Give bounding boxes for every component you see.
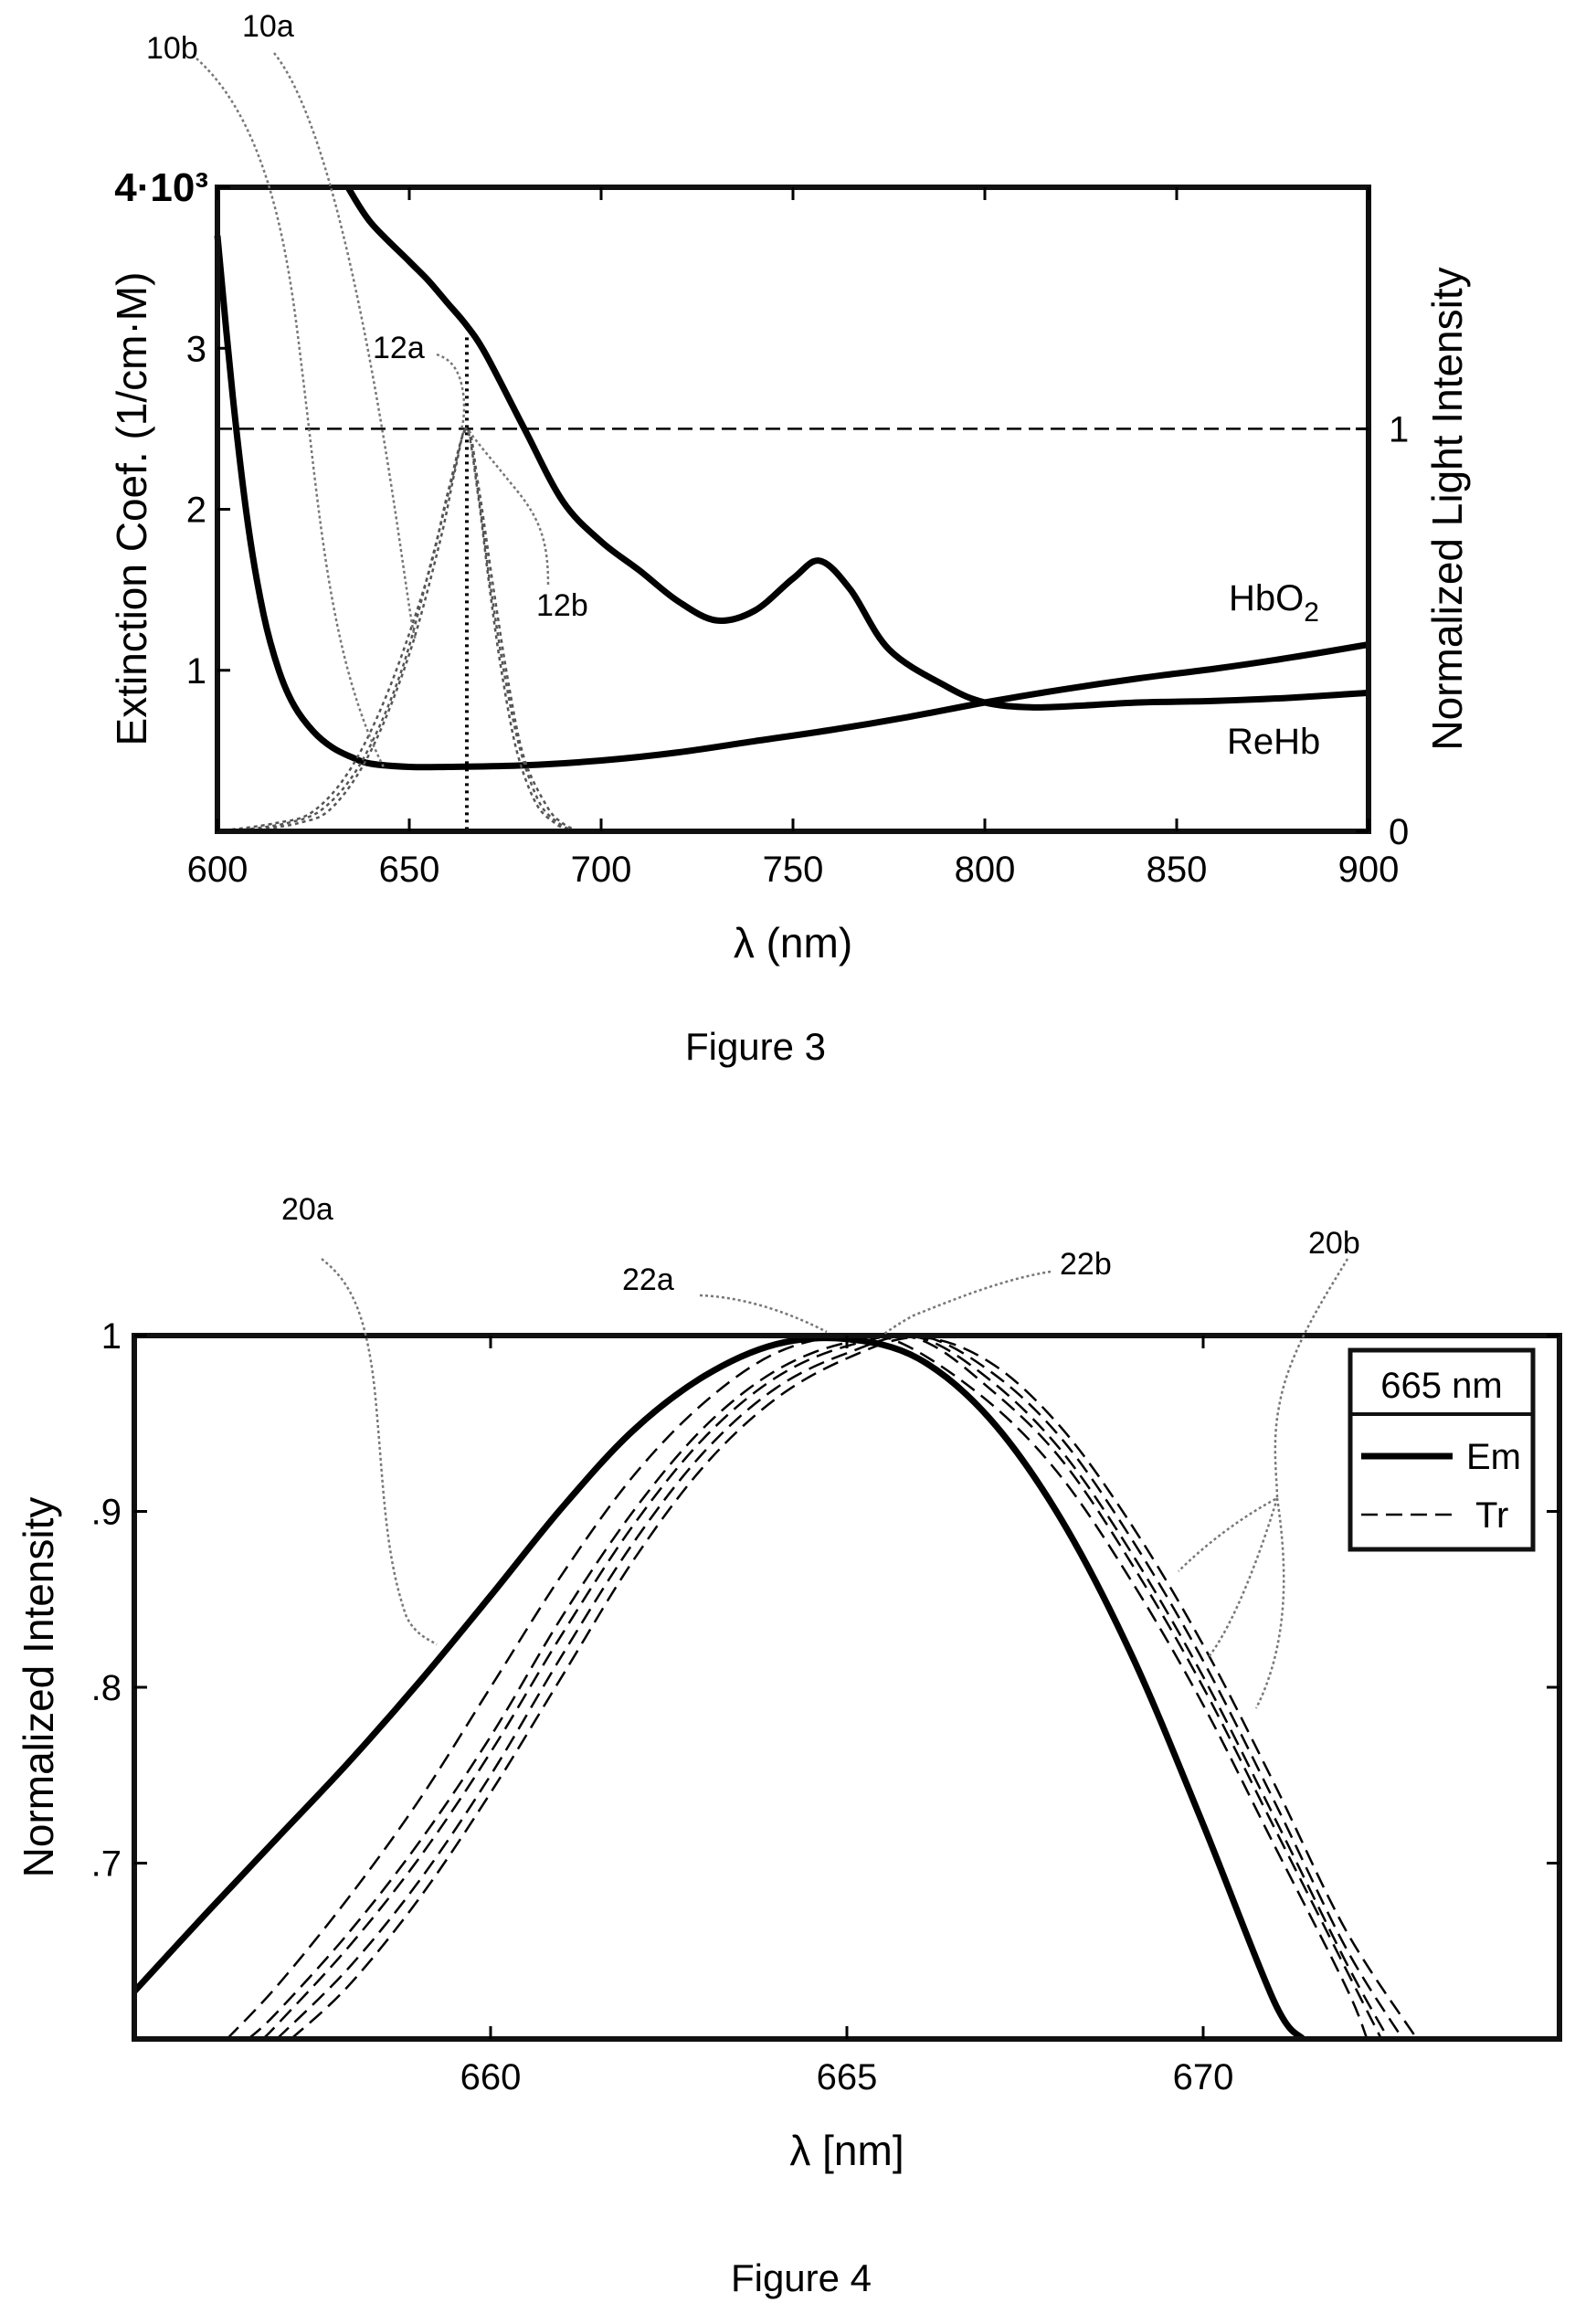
leader-22a <box>699 1294 828 1334</box>
ref-label-22b: 22b <box>1060 1247 1112 1282</box>
figure-4-caption: Figure 4 <box>731 2256 872 2299</box>
figure-4-y-axis-label: Normalized Intensity <box>15 1497 62 1878</box>
leader-12a <box>436 353 466 430</box>
figure-3-series-spectrum-4-line <box>244 427 571 833</box>
figure-3-x-tick-label: 650 <box>379 850 440 890</box>
leader-12b <box>466 428 550 586</box>
figure-3-y-tick-label-right: 0 <box>1389 812 1409 852</box>
ref-label-20b: 20b <box>1308 1226 1360 1261</box>
ref-label-10b: 10b <box>146 31 198 66</box>
figure-4-series-tr-5-line <box>290 1336 1419 2039</box>
figure-3-series-rehb-line <box>214 235 1369 771</box>
figure-3-x-tick-label: 600 <box>187 850 248 890</box>
figure-3-series-hbo2-line <box>344 185 1369 711</box>
leader-20a <box>321 1258 438 1646</box>
figure-4-curves <box>134 1336 1419 2039</box>
figure-4-x-tick-label: 660 <box>460 2057 522 2097</box>
legend-label-em: Em <box>1466 1437 1521 1477</box>
leader-10b <box>196 58 386 768</box>
ref-label-10a: 10a <box>242 9 294 44</box>
figure-4-legend: 665 nm Em Tr <box>1348 1347 1536 1552</box>
figure-4-series-tr-2-line <box>247 1336 1383 2039</box>
figure-3-x-tick-label: 750 <box>763 850 824 890</box>
figure-4-y-tick-label: .7 <box>91 1844 122 1885</box>
leader-20b <box>1178 1258 1349 1709</box>
figure-3-y-axis-label-left: Extinction Coef. (1/cm·M) <box>108 272 155 746</box>
figure-3-y-tick-label-left: 3 <box>186 329 206 369</box>
rehb-curve-label: ReHb <box>1227 722 1320 762</box>
leader-10a <box>273 52 418 640</box>
figure-4-series-em-0-line <box>134 1336 1305 2039</box>
figure-4-y-tick-label: 1 <box>101 1316 122 1357</box>
legend-label-tr: Tr <box>1475 1495 1508 1536</box>
figure-4-y-tick-label: .8 <box>91 1668 122 1708</box>
figure-3-x-tick-label: 700 <box>571 850 632 890</box>
figure-3-chart: 600 650 700 750 800 850 900 1 2 3 4·10³ 0 1 λ (nm) E… <box>108 9 1471 1068</box>
ref-label-20a: 20a <box>281 1192 333 1227</box>
figure-3-y-tick-label-left: 2 <box>186 491 206 531</box>
hbo2-curve-label: HbO2 <box>1229 578 1319 628</box>
leader-22b <box>883 1270 1052 1336</box>
figure-3-y-tick-label-left: 4·10³ <box>114 165 208 210</box>
figure-3-x-tick-label: 800 <box>955 850 1016 890</box>
figure-3-x-axis-label: λ (nm) <box>734 919 852 967</box>
figure-4-plot-frame <box>132 1333 1562 2042</box>
figure-3-series-spectrum-2-line <box>217 428 579 833</box>
ref-label-22a: 22a <box>622 1262 674 1297</box>
figure-3-series-spectrum-3-line <box>228 428 576 833</box>
figure-4-x-axis-label: λ [nm] <box>789 2127 904 2174</box>
figure-4-ticks: 660 665 670 .7 .8 .9 1 <box>91 1316 1559 2097</box>
ref-label-12b: 12b <box>536 588 588 623</box>
figure-3-caption: Figure 3 <box>685 1025 826 1068</box>
figure-3-ticks: 600 650 700 750 800 850 900 1 2 3 4·10³ 0 1 <box>114 165 1409 890</box>
figure-4-series-tr-3-line <box>261 1336 1390 2039</box>
figure-3-x-tick-label: 900 <box>1338 850 1400 890</box>
figure-4-x-tick-label: 670 <box>1173 2057 1234 2097</box>
figure-4-series-tr-1-line <box>226 1336 1369 2039</box>
figure-4-x-tick-label: 665 <box>817 2057 878 2097</box>
figure-4-y-tick-label: .9 <box>91 1493 122 1533</box>
legend-title: 665 nm <box>1380 1366 1502 1406</box>
ref-label-12a: 12a <box>373 331 425 365</box>
figure-3-x-tick-label: 850 <box>1147 850 1208 890</box>
figure-4-chart: 660 665 670 .7 .8 .9 1 λ [nm] Normalized Inten… <box>15 1192 1562 2299</box>
legend-box <box>1348 1347 1536 1552</box>
figure-4-series-tr-4-line <box>276 1336 1404 2039</box>
figure-3-y-tick-label-left: 1 <box>186 651 206 692</box>
figure-4-series-group <box>134 1336 1419 2039</box>
hbo2-subscript: 2 <box>1304 597 1319 628</box>
figure-3-curves <box>214 185 1369 833</box>
figure-3-y-tick-label-right: 1 <box>1389 409 1409 449</box>
figure-3-y-axis-label-right: Normalized Light Intensity <box>1423 267 1471 750</box>
